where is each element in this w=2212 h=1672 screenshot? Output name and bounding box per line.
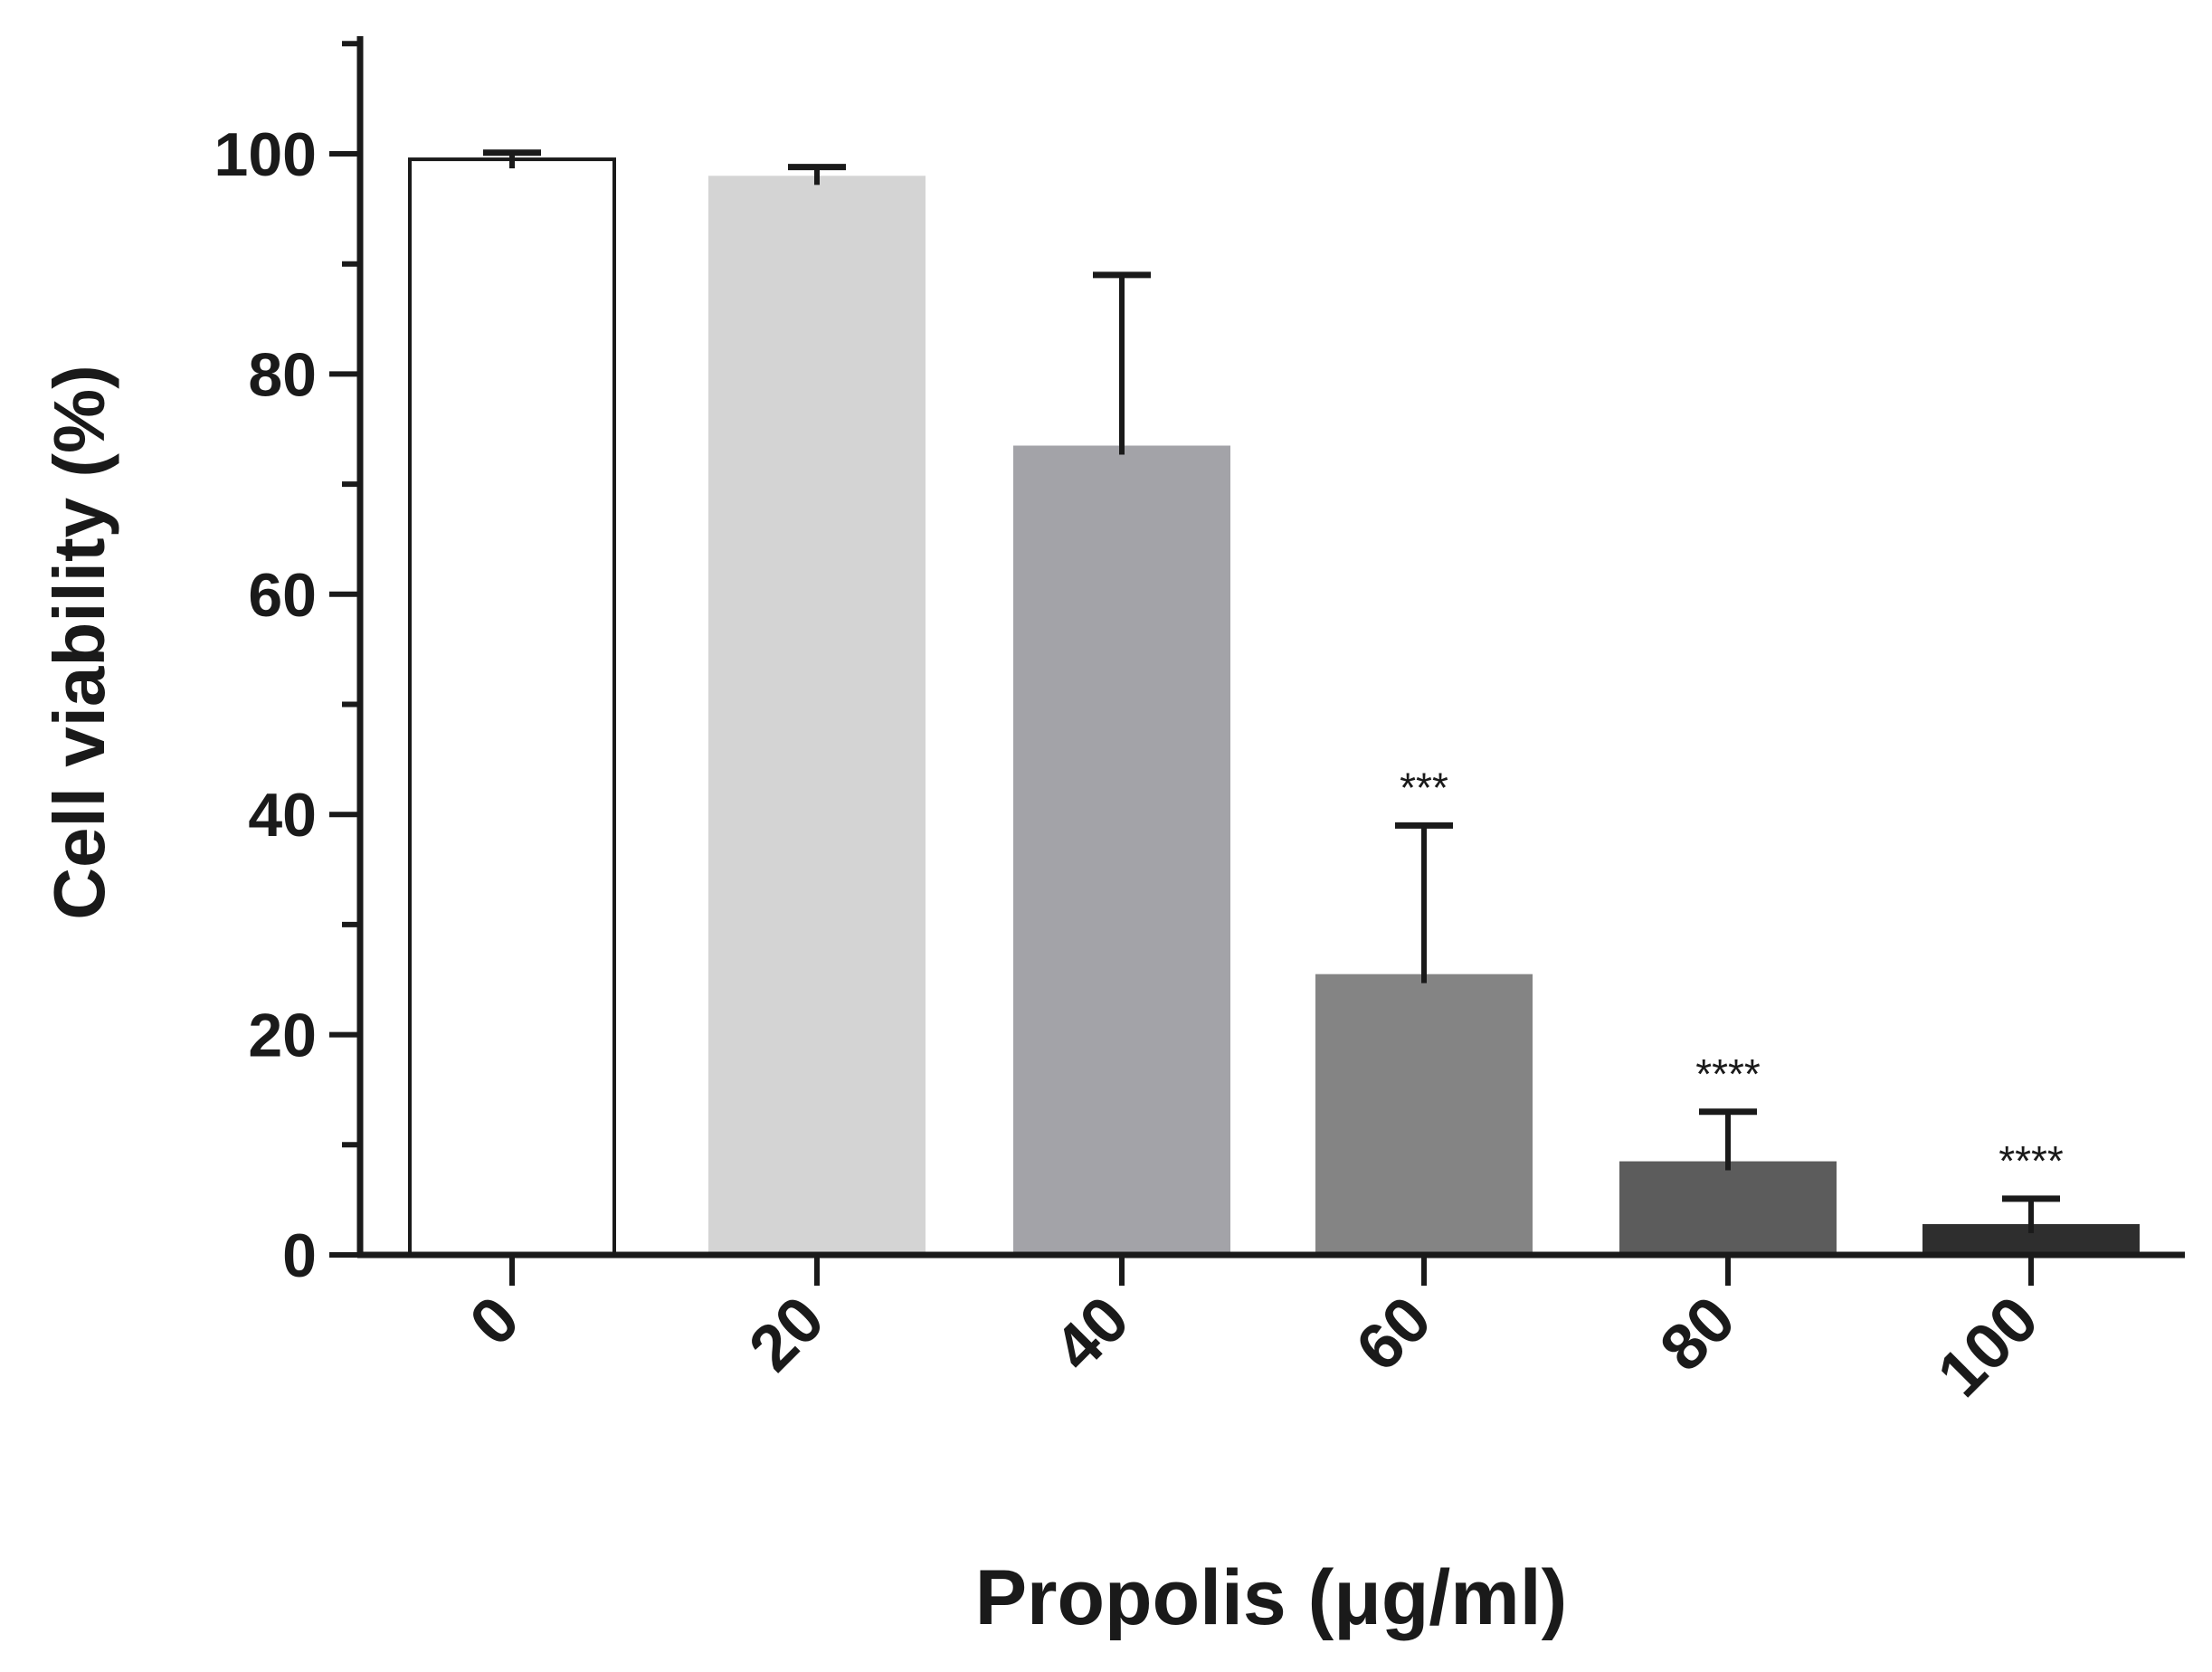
bar-0 [408, 157, 616, 1258]
y-tick-label-0: 0 [282, 1221, 317, 1290]
significance-label-80: **** [1695, 1050, 1761, 1097]
error-bars-layer [483, 149, 2060, 1233]
x-axis-title: Propolis (μg/ml) [975, 1554, 1568, 1641]
x-tick-label-100: 100 [1924, 1283, 2053, 1411]
bar-20 [708, 176, 926, 1256]
y-tick-label-20: 20 [248, 1002, 317, 1070]
x-tick-label-80: 80 [1647, 1283, 1749, 1385]
bar-60 [1315, 974, 1533, 1255]
y-tick-label-100: 100 [214, 120, 317, 189]
x-tick-label-0: 0 [456, 1283, 533, 1360]
y-axis-title: Cell viability (%) [39, 365, 119, 919]
x-tick-label-40: 40 [1040, 1283, 1143, 1385]
x-tick-label-20: 20 [736, 1283, 838, 1385]
y-tick-label-60: 60 [248, 561, 317, 630]
x-tick-label-60: 60 [1343, 1283, 1445, 1385]
axes-layer [329, 36, 2185, 1286]
significance-label-60: *** [1400, 764, 1448, 811]
bar-80 [1619, 1161, 1837, 1255]
significance-label-100: **** [1998, 1137, 2064, 1184]
bars-layer [408, 157, 2140, 1258]
y-tick-label-40: 40 [248, 781, 317, 850]
bar-40 [1013, 445, 1230, 1255]
y-tick-label-80: 80 [248, 340, 317, 409]
